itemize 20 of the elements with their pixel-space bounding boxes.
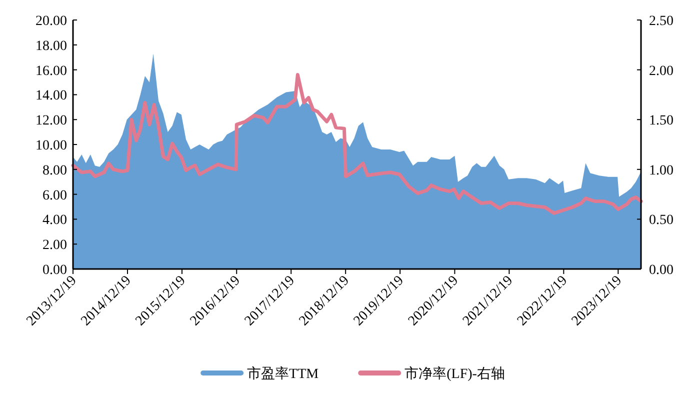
legend-label: 市净率(LF)-右轴 — [404, 366, 505, 382]
y-tick-label: 16.00 — [36, 64, 67, 79]
y-tick-label: 12.00 — [36, 114, 67, 129]
y-tick-label: 14.00 — [36, 88, 67, 104]
line-series — [71, 73, 643, 215]
y-tick-label: 20.00 — [36, 14, 67, 29]
y-tick-label: 8.00 — [42, 163, 67, 178]
y2-tick-label: 2.00 — [649, 64, 674, 79]
y-tick-label: 6.00 — [42, 188, 67, 204]
y2-tick-label: 0.50 — [649, 213, 674, 228]
y-tick-label: 18.00 — [36, 38, 67, 54]
y2-tick-label: 1.50 — [649, 114, 674, 129]
y-tick-label: 4.00 — [42, 213, 67, 228]
y-tick-label: 2.00 — [42, 238, 67, 254]
y-tick-label: 0.00 — [42, 263, 67, 278]
y2-tick-label: 2.50 — [649, 14, 674, 29]
y2-tick-label: 1.00 — [649, 163, 674, 178]
y2-tick-label: 0.00 — [649, 263, 674, 278]
y-tick-label: 10.00 — [36, 138, 67, 154]
legend-label: 市盈率TTM — [247, 366, 320, 382]
